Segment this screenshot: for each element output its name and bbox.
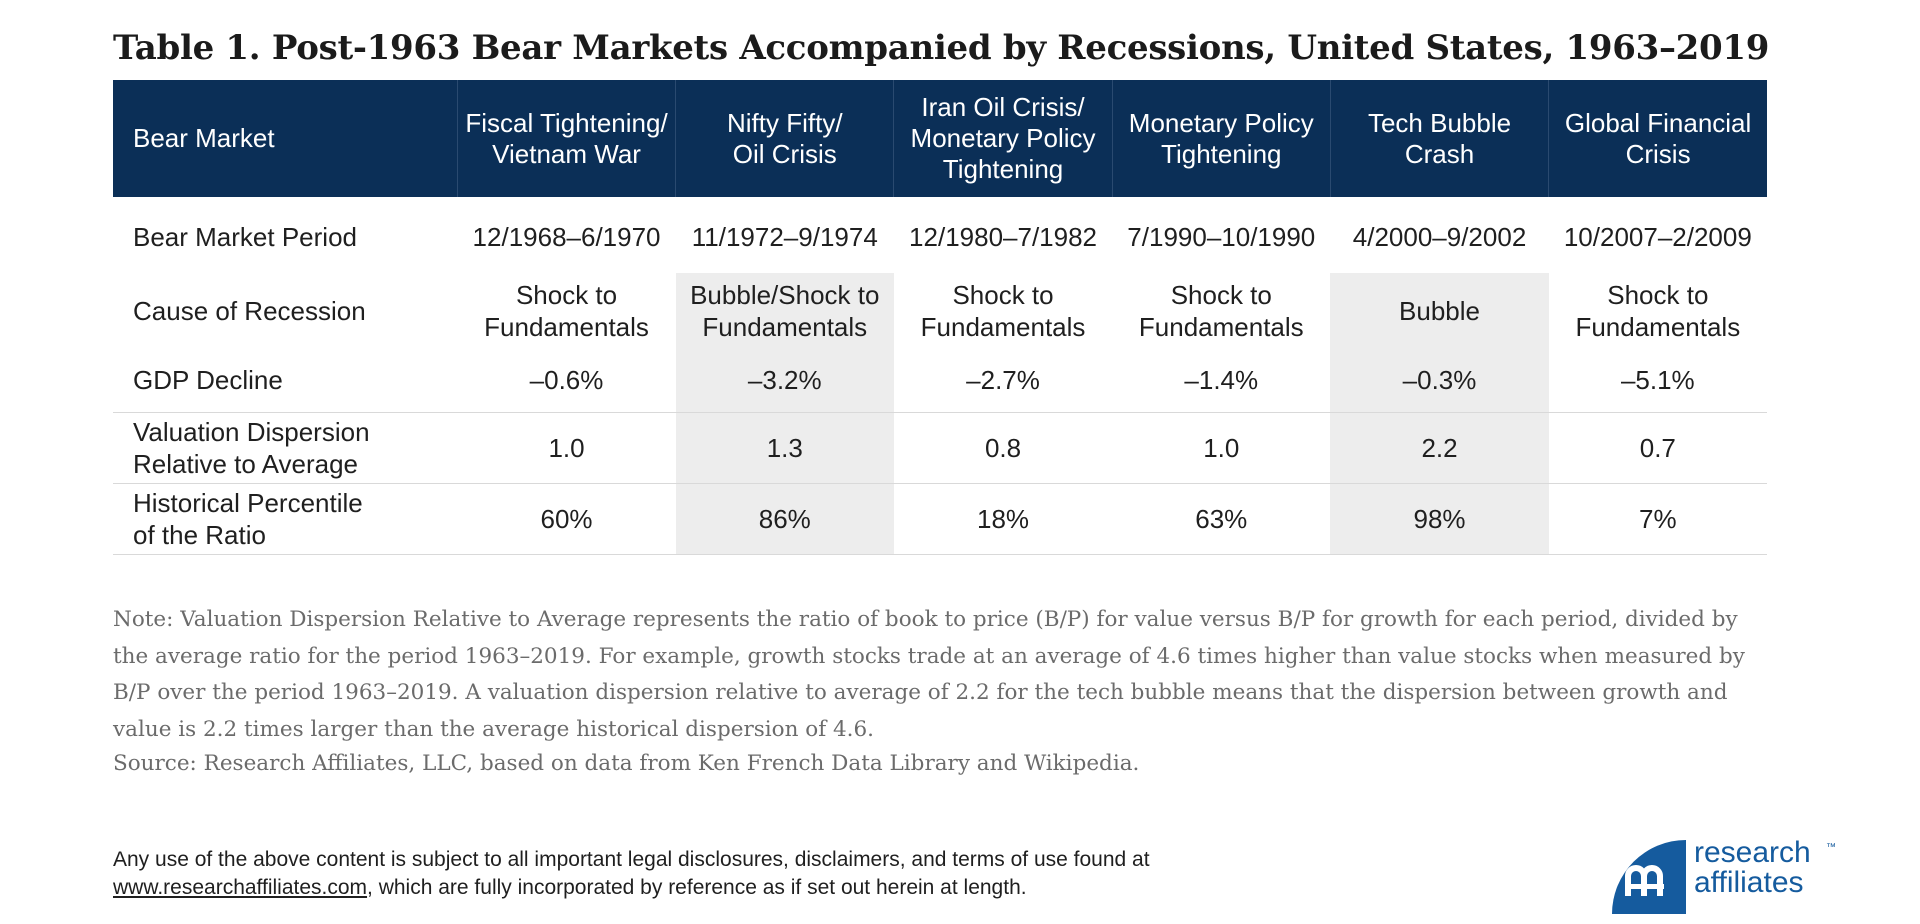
- table-cell: 7%: [1548, 483, 1767, 555]
- row-label: Cause of Recession: [133, 295, 366, 326]
- row-label: GDP Decline: [113, 348, 458, 413]
- table-cell: 7/1990–10/1990: [1127, 222, 1316, 252]
- row-label: Historical Percentile of the Ratio: [113, 483, 458, 555]
- header-corner: Bear Market: [113, 80, 458, 197]
- legal-line-2: , which are fully incorporated by refere…: [367, 876, 1027, 899]
- table-cell: 60%: [457, 483, 676, 555]
- table-note: Note: Valuation Dispersion Relative to A…: [113, 607, 1745, 742]
- table-cell: 0.7: [1548, 412, 1767, 484]
- table-cell: 86%: [675, 483, 894, 555]
- legal-disclaimer: Any use of the above content is subject …: [113, 846, 1463, 902]
- table-cell: 1.0: [1112, 412, 1331, 484]
- table-cell: 12/1980–7/1982: [909, 222, 1098, 252]
- header-iran-oil-crisis: Iran Oil Crisis/Monetary Policy Tightenin…: [893, 80, 1113, 197]
- table-cell: Shock to Fundamentals: [1575, 279, 1741, 342]
- table-cell: Shock to Fundamentals: [920, 279, 1086, 342]
- table-cell: 1.3: [675, 412, 894, 484]
- logo-mark-icon: [1612, 840, 1686, 914]
- bear-market-table: Bear Market Fiscal Tightening/Vietnam Wa…: [113, 80, 1767, 555]
- header-nifty-fifty: Nifty Fifty/Oil Crisis: [675, 80, 894, 197]
- header-fiscal-tightening: Fiscal Tightening/Vietnam War: [456, 80, 676, 197]
- header-monetary-policy: Monetary Policy Tightening: [1111, 80, 1331, 197]
- row-bear-market-period: Bear Market Period 12/1968–6/1970 11/197…: [113, 197, 1767, 273]
- table-cell: Shock to Fundamentals: [1138, 279, 1304, 342]
- row-gdp-decline: GDP Decline –0.6% –3.2% –2.7% –1.4% –0.3…: [113, 348, 1767, 413]
- logo-trademark: ™: [1826, 842, 1836, 853]
- table-cell: –3.2%: [675, 348, 894, 413]
- table-title: Table 1. Post-1963 Bear Markets Accompan…: [113, 28, 1770, 68]
- table-cell: 0.8: [893, 412, 1113, 484]
- table-cell: Bubble/Shock to Fundamentals: [675, 273, 894, 348]
- header-global-financial-crisis: Global Financial Crisis: [1548, 80, 1767, 197]
- table-header-row: Bear Market Fiscal Tightening/Vietnam Wa…: [113, 80, 1767, 197]
- table-cell: 18%: [893, 483, 1113, 555]
- table-cell: –0.6%: [457, 348, 676, 413]
- researchaffiliates-link[interactable]: www.researchaffiliates.com: [113, 876, 368, 899]
- row-label: Valuation Dispersion Relative to Average: [113, 412, 458, 484]
- table-cell: 63%: [1112, 483, 1331, 555]
- table-cell: –2.7%: [893, 348, 1113, 413]
- table-cell: 4/2000–9/2002: [1352, 222, 1527, 252]
- table-cell: 1.0: [457, 412, 676, 484]
- research-affiliates-logo: research affiliates ™: [1612, 832, 1836, 918]
- table-cell: 12/1968–6/1970: [472, 222, 661, 252]
- table-cell: –1.4%: [1112, 348, 1331, 413]
- table-cell: 2.2: [1330, 412, 1549, 484]
- table-source: Source: Research Affiliates, LLC, based …: [113, 751, 1140, 776]
- row-historical-percentile: Historical Percentile of the Ratio 60% 86…: [113, 483, 1767, 555]
- legal-line-1: Any use of the above content is subject …: [113, 848, 1150, 871]
- table-cell: –5.1%: [1548, 348, 1767, 413]
- table-cell: Shock to Fundamentals: [484, 279, 649, 342]
- table-cell: 11/1972–9/1974: [691, 222, 878, 252]
- logo-wordmark: research affiliates: [1694, 836, 1811, 899]
- row-cause-of-recession: Cause of Recession Shock to Fundamentals …: [113, 273, 1767, 348]
- row-label: Bear Market Period: [133, 222, 357, 252]
- table-cell: Bubble: [1330, 273, 1549, 348]
- table-cell: 98%: [1330, 483, 1549, 555]
- header-tech-bubble: Tech Bubble Crash: [1329, 80, 1549, 197]
- row-valuation-dispersion: Valuation Dispersion Relative to Average …: [113, 412, 1767, 484]
- table-cell: 10/2007–2/2009: [1563, 222, 1752, 252]
- table-cell: –0.3%: [1330, 348, 1549, 413]
